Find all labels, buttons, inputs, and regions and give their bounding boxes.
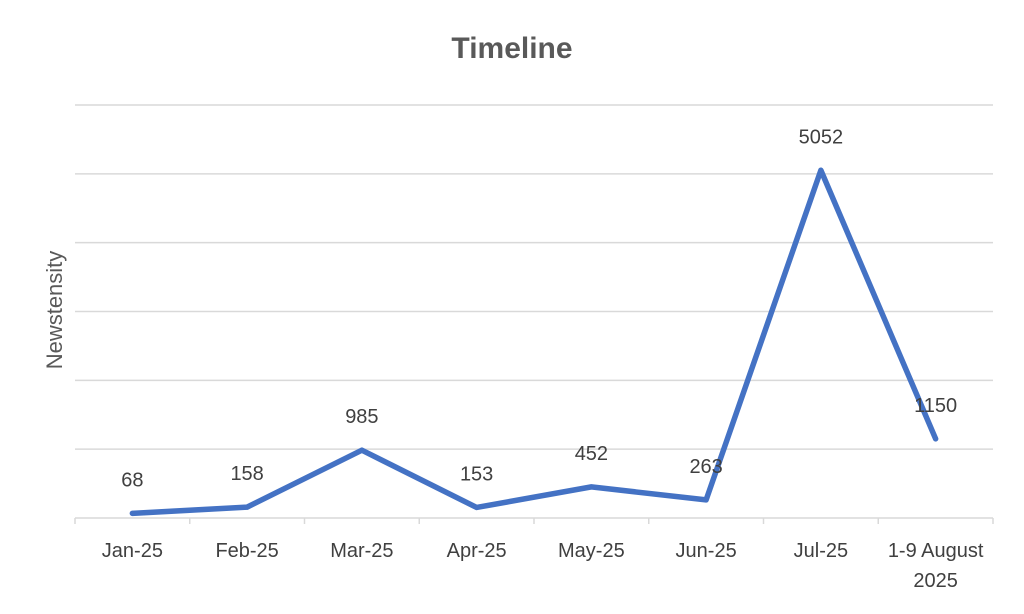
data-point [129,510,135,516]
x-tick-label: Jan-25 [102,540,163,562]
data-label: 158 [230,463,263,485]
data-point [588,484,594,490]
data-point [703,497,709,503]
data-point [933,436,939,442]
x-tick-label: Apr-25 [447,540,507,562]
x-tick-label: Feb-25 [215,540,278,562]
x-tick-label: Mar-25 [330,540,393,562]
data-point [244,504,250,510]
chart-title: Timeline [451,32,572,65]
y-axis-label: Newstensity [42,251,67,370]
data-label: 68 [121,469,143,491]
data-label: 5052 [799,126,844,148]
data-point [359,447,365,453]
x-tick-label: Jul-25 [794,540,848,562]
data-labels: 68 158 985 153 452 263 5052 1150 [121,126,957,491]
x-axis: Jan-25 Feb-25 Mar-25 Apr-25 May-25 Jun-25 Jul-… [74,517,994,592]
data-point [818,167,824,173]
data-label: 985 [345,406,378,428]
data-label: 263 [689,456,722,478]
data-point [474,504,480,510]
x-tick-label: May-25 [558,540,625,562]
gridlines [75,104,993,450]
series-line [129,167,939,517]
x-tick-label: 1-9 August 2025 [888,540,984,592]
data-label: 153 [460,463,493,485]
data-label: 452 [575,443,608,465]
x-tick-label: Jun-25 [676,540,737,562]
data-label: 1150 [914,395,957,417]
series-layer [129,167,939,517]
